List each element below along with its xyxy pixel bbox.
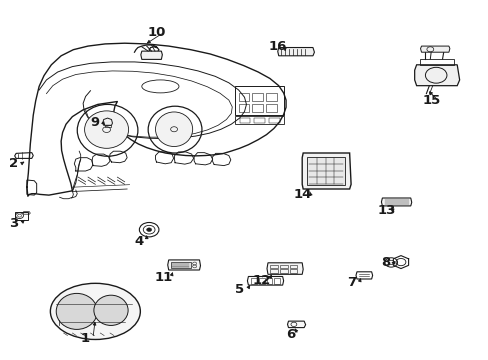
Text: 2: 2	[9, 157, 18, 170]
Text: 15: 15	[421, 94, 440, 107]
Polygon shape	[287, 321, 305, 328]
Text: 6: 6	[286, 328, 295, 341]
Text: 9: 9	[91, 116, 100, 129]
Polygon shape	[277, 48, 314, 56]
Polygon shape	[102, 118, 112, 125]
Text: 1: 1	[81, 332, 90, 345]
Text: 16: 16	[268, 40, 286, 53]
Polygon shape	[167, 260, 200, 270]
Bar	[306, 157, 345, 185]
Polygon shape	[266, 263, 303, 274]
Polygon shape	[414, 65, 459, 86]
Text: 3: 3	[9, 217, 18, 230]
Ellipse shape	[155, 112, 192, 147]
Text: 12: 12	[252, 274, 270, 287]
Bar	[171, 262, 190, 268]
Ellipse shape	[94, 295, 128, 325]
Text: 5: 5	[235, 283, 244, 296]
Text: 11: 11	[154, 271, 173, 284]
Text: 8: 8	[381, 256, 390, 269]
Text: 14: 14	[293, 188, 312, 201]
Text: 10: 10	[147, 26, 165, 39]
Text: 7: 7	[347, 276, 356, 289]
Circle shape	[146, 228, 151, 231]
Polygon shape	[141, 51, 162, 59]
Polygon shape	[302, 153, 350, 189]
Text: 13: 13	[376, 204, 395, 217]
Polygon shape	[381, 198, 411, 206]
Polygon shape	[420, 46, 449, 52]
Ellipse shape	[84, 111, 128, 148]
Text: 4: 4	[135, 235, 143, 248]
Ellipse shape	[50, 283, 140, 339]
Ellipse shape	[56, 293, 97, 329]
